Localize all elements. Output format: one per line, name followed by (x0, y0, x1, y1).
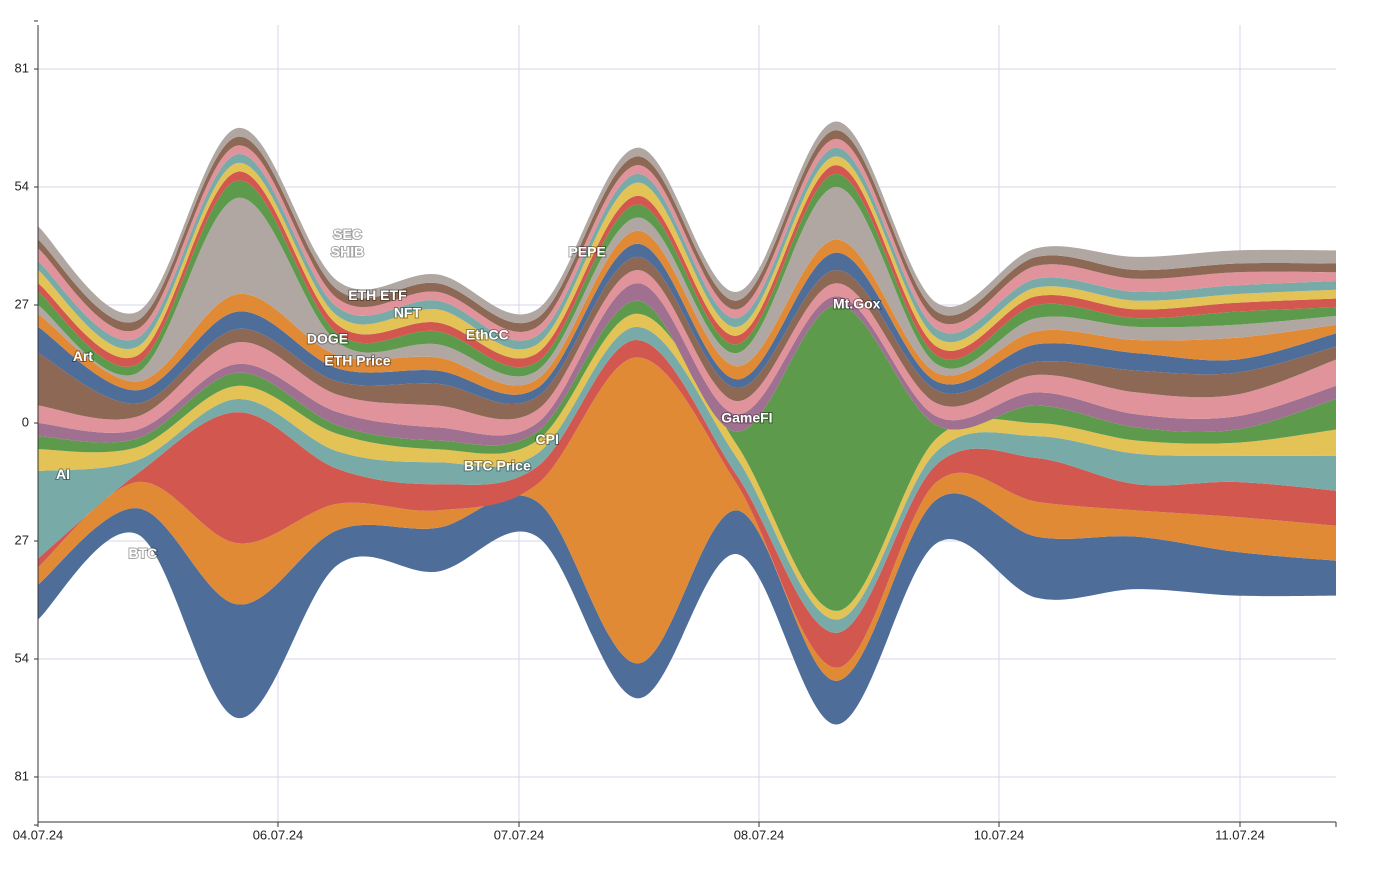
y-tick-label: 0 (22, 414, 29, 429)
stream-label: GameFI (721, 409, 772, 425)
y-tick-label: 27 (15, 296, 29, 311)
y-tick-label: 81 (15, 60, 29, 75)
stream-layers (38, 121, 1336, 725)
x-tick-label: 08.07.24 (734, 827, 785, 842)
stream-layer-btc-price (38, 357, 1336, 681)
stream-label: DOGE (307, 331, 348, 347)
stream-label: BTC Price (464, 457, 531, 473)
stream-layer-13 (38, 165, 1336, 368)
stream-layer-6 (38, 283, 1336, 446)
stream-layer-2 (38, 339, 1336, 668)
stream-label: AI (56, 466, 70, 482)
stream-label: CPI (536, 431, 559, 447)
stream-label: EthCC (466, 326, 509, 342)
stream-layer-17 (38, 130, 1336, 332)
stream-layer-11 (38, 186, 1336, 386)
x-tick-label: 04.07.24 (13, 827, 64, 842)
x-tick-label: 10.07.24 (974, 827, 1025, 842)
stream-label: Art (73, 348, 94, 364)
axes: 81 54 27 0 27 54 81 04.07.24 06.07.24 07.07.24 08.… (13, 20, 1337, 842)
x-tick-label: 11.07.24 (1215, 827, 1265, 842)
stream-label: NFT (394, 304, 422, 320)
stream-layer-16 (38, 138, 1336, 341)
stream-label: SHIB (331, 243, 364, 259)
y-tick-label: 27 (15, 532, 29, 547)
stream-layer-12 (38, 173, 1336, 377)
stream-layer-18 (38, 121, 1336, 324)
stream-label: SEC (333, 226, 362, 242)
x-tick-label: 07.07.24 (494, 827, 545, 842)
y-tick-label: 54 (15, 650, 29, 665)
stream-layer-9 (38, 243, 1336, 405)
stream-label: BTC (128, 545, 157, 561)
y-tick-label: 54 (15, 178, 29, 193)
stream-label: ETH ETF (348, 287, 407, 303)
stream-layer-10 (38, 230, 1336, 395)
stream-layer-ai (38, 326, 1336, 633)
stream-label: PEPE (568, 243, 605, 259)
y-tick-label: 81 (15, 768, 29, 783)
stream-label: Mt.Gox (833, 296, 881, 312)
stream-layer-14 (38, 156, 1336, 359)
stream-layer-art (38, 256, 1336, 420)
x-tick-label: 06.07.24 (253, 827, 304, 842)
stream-label: ETH Price (324, 353, 390, 369)
stream-layer-7 (38, 269, 1336, 436)
stream-layer-15 (38, 147, 1336, 350)
stream-layer-btc (38, 493, 1336, 725)
